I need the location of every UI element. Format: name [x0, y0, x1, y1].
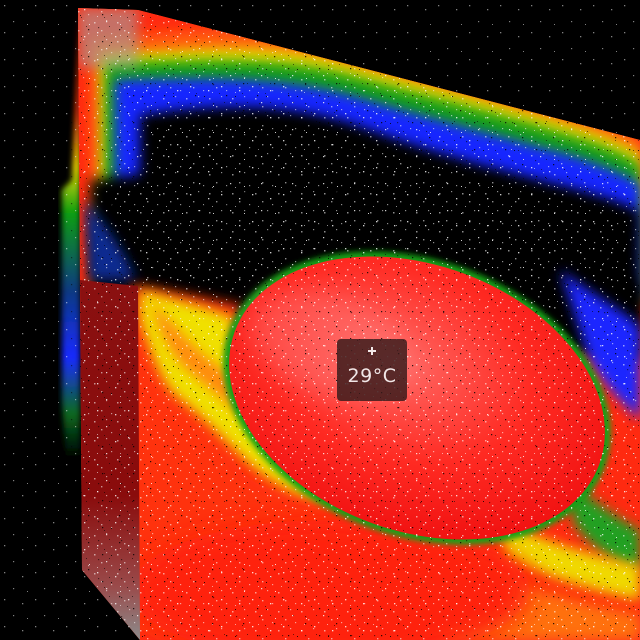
crosshair-icon	[368, 347, 376, 355]
temperature-value: 29°C	[347, 365, 397, 387]
temperature-readout: 29°C	[337, 339, 407, 401]
